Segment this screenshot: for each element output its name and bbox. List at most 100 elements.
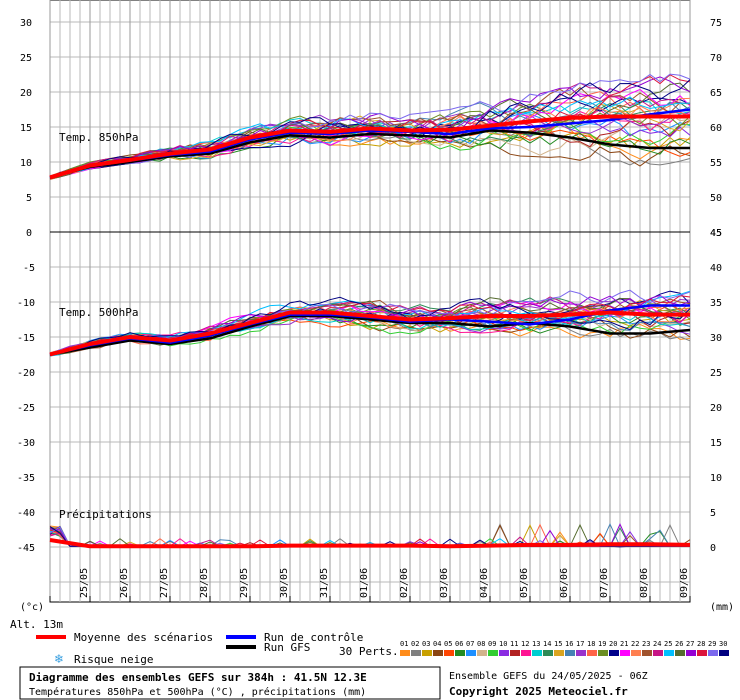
- pert-swatch: [521, 650, 531, 656]
- footer-title: Diagramme des ensembles GEFS sur 384h : …: [29, 671, 367, 684]
- y-tick-label-right: 20: [710, 403, 722, 414]
- y-tick-label-right: 45: [710, 228, 722, 239]
- series-line-gfs-500: [49, 314, 691, 356]
- y-tick-label-left: 10: [20, 158, 32, 169]
- y-tick-label-left: -10: [17, 298, 35, 309]
- y-tick-label-right: 75: [710, 18, 722, 29]
- member-line-500: [49, 289, 691, 355]
- legend-label-snow: Risque neige: [74, 653, 153, 666]
- series-line-mean-500: [49, 310, 690, 357]
- y-tick-label-left: 30: [20, 18, 32, 29]
- y-tick-label-left: 0: [26, 228, 32, 239]
- main-series: [49, 108, 691, 549]
- pert-number: 29: [708, 640, 716, 648]
- x-tick-label: 31/05: [319, 568, 330, 598]
- panel-title-precip: Précipitations: [59, 508, 152, 521]
- y-tick-label-left: -5: [23, 263, 35, 274]
- pert-number: 03: [422, 640, 430, 648]
- pert-number: 15: [554, 640, 562, 648]
- pert-swatch: [422, 650, 432, 656]
- footer-subtitle: Températures 850hPa et 500hPa (°C) , pré…: [29, 686, 366, 698]
- pert-swatch: [598, 650, 608, 656]
- pert-number: 20: [609, 640, 617, 648]
- y-tick-label-left: 5: [26, 193, 32, 204]
- copyright: Copyright 2025 Meteociel.fr: [449, 685, 628, 698]
- pert-swatch: [477, 650, 487, 656]
- y-tick-label-right: 70: [710, 53, 722, 64]
- pert-number: 14: [543, 640, 551, 648]
- y-tick-label-left: -25: [17, 403, 35, 414]
- member-line-500: [49, 296, 691, 356]
- x-tick-label: 09/06: [679, 568, 690, 598]
- member-line-500: [49, 297, 691, 356]
- x-tick-label: 06/06: [559, 568, 570, 598]
- right-unit-label: (mm): [710, 602, 734, 613]
- pert-number: 30: [719, 640, 727, 648]
- pert-number: 19: [598, 640, 606, 648]
- pert-swatch: [488, 650, 498, 656]
- pert-number: 01: [400, 640, 408, 648]
- pert-number: 08: [477, 640, 485, 648]
- x-tick-label: 05/06: [519, 568, 530, 598]
- pert-swatch: [609, 650, 619, 656]
- pert-swatch: [554, 650, 564, 656]
- pert-swatch: [620, 650, 630, 656]
- y-tick-label-right: 55: [710, 158, 722, 169]
- pert-number: 05: [444, 640, 452, 648]
- pert-swatch: [433, 650, 443, 656]
- pert-swatch: [642, 650, 652, 656]
- footer-title-box: [19, 666, 441, 700]
- pert-number: 02: [411, 640, 419, 648]
- member-line-850: [49, 125, 691, 180]
- pert-swatch: [455, 650, 465, 656]
- pert-swatch: [532, 650, 542, 656]
- y-tick-label-left: -40: [17, 508, 35, 519]
- pert-number: 28: [697, 640, 705, 648]
- pert-number: 22: [631, 640, 639, 648]
- pert-swatch: [510, 650, 520, 656]
- y-tick-label-left: 15: [20, 123, 32, 134]
- y-tick-label-left: -30: [17, 438, 35, 449]
- pert-number: 17: [576, 640, 584, 648]
- pert-swatch: [466, 650, 476, 656]
- series-line-mean-850: [49, 114, 690, 180]
- legend-label-mean: Moyenne des scénarios: [74, 631, 213, 644]
- y-tick-label-right: 5: [710, 508, 716, 519]
- x-tick-label: 30/05: [279, 568, 290, 598]
- pert-number: 10: [499, 640, 507, 648]
- pert-swatch: [565, 650, 575, 656]
- x-tick-label: 07/06: [599, 568, 610, 598]
- y-tick-label-right: 35: [710, 298, 722, 309]
- pert-swatch: [631, 650, 641, 656]
- y-tick-label-left: -45: [17, 543, 35, 554]
- pert-swatch: [576, 650, 586, 656]
- y-tick-label-right: 15: [710, 438, 722, 449]
- x-tick-label: 04/06: [479, 568, 490, 598]
- x-tick-label: 28/05: [199, 568, 210, 598]
- series-line-mean-precip: [49, 538, 691, 549]
- pert-number: 21: [620, 640, 628, 648]
- pert-number: 07: [466, 640, 474, 648]
- pert-swatch: [719, 650, 729, 656]
- pert-number: 06: [455, 640, 463, 648]
- pert-number: 25: [664, 640, 672, 648]
- pert-swatch: [697, 650, 707, 656]
- x-tick-label: 08/06: [639, 568, 650, 598]
- legend-label-control: Run de contrôle: [264, 631, 363, 644]
- panel-title-500: Temp. 500hPa: [59, 306, 138, 319]
- altitude-label: Alt. 13m: [10, 618, 63, 631]
- pert-swatch: [543, 650, 553, 656]
- pert-swatch: [653, 650, 663, 656]
- panel-title-850: Temp. 850hPa: [59, 131, 138, 144]
- y-tick-label-right: 0: [710, 543, 716, 554]
- member-line-500: [49, 295, 691, 357]
- pert-number: 26: [675, 640, 683, 648]
- y-tick-label-right: 60: [710, 123, 722, 134]
- y-tick-label-right: 30: [710, 333, 722, 344]
- pert-swatch: [411, 650, 421, 656]
- axis-ticks: 25/05 26/05 27/05 28/05 29/05 30/05 31/05 01/06…: [17, 18, 722, 602]
- pert-number: 04: [433, 640, 441, 648]
- pert-swatch: [587, 650, 597, 656]
- x-tick-label: 01/06: [359, 568, 370, 598]
